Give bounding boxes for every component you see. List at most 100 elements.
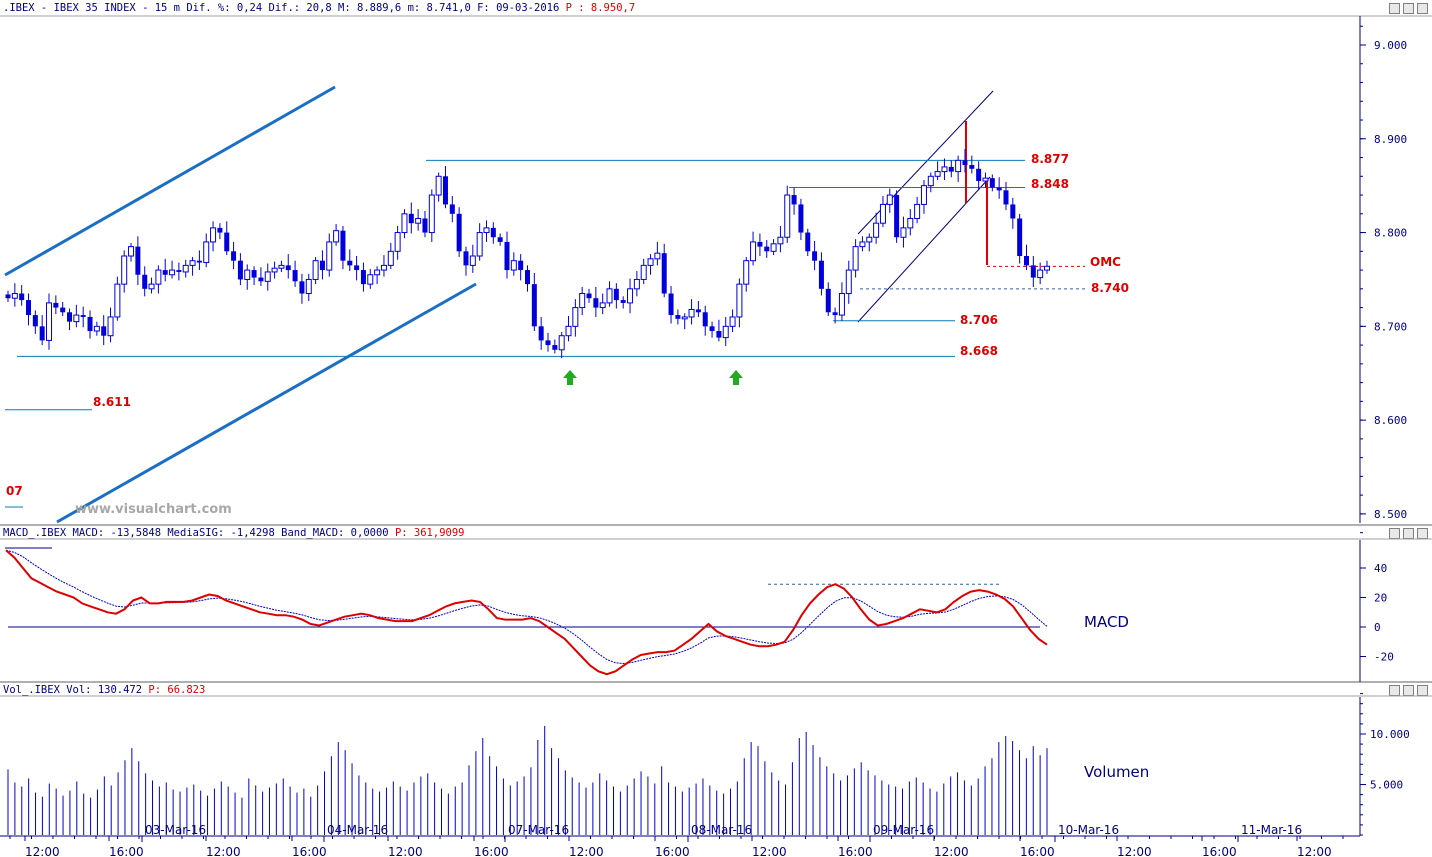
candle-body — [347, 260, 353, 266]
candle-body — [469, 255, 476, 266]
candle-body — [463, 251, 469, 266]
price-panel-header: .IBEX - IBEX 35 INDEX - 15 m Dif. %: 0,2… — [3, 2, 635, 14]
candle-body — [798, 204, 804, 233]
time-label: 12:00 — [1297, 845, 1332, 857]
candle-body — [620, 300, 626, 303]
candle-body — [955, 159, 962, 173]
candle-body — [504, 241, 510, 271]
candle-body — [879, 203, 886, 224]
candle-body — [394, 232, 401, 252]
minimize-icon[interactable] — [1389, 3, 1400, 14]
candle-body — [148, 283, 155, 290]
candle-body — [258, 277, 264, 282]
candle-body — [26, 300, 32, 316]
price-tick-label: 8.600 — [1374, 414, 1407, 427]
candle-body — [777, 236, 784, 245]
candle-body — [784, 194, 791, 238]
level-label: 8.611 — [93, 395, 131, 409]
candle-body — [114, 283, 121, 318]
candle-body — [531, 284, 537, 327]
time-label: 12:00 — [206, 845, 241, 857]
candle-body — [989, 178, 995, 188]
candle-body — [53, 302, 59, 308]
level-label: 8.877 — [1031, 152, 1069, 166]
price-tick-label: 8.800 — [1374, 227, 1407, 240]
candle-body — [374, 269, 381, 276]
signal-line — [5, 549, 1048, 665]
candle-body — [838, 293, 845, 316]
candle-body — [681, 316, 688, 320]
level-label: 07 — [6, 484, 23, 498]
candle-body — [886, 194, 893, 205]
candle-body — [538, 326, 544, 341]
candle-body — [428, 194, 435, 234]
macd-header-extra: P: 361,9099 — [394, 527, 465, 539]
candle-body — [770, 243, 777, 252]
candle-body — [354, 265, 360, 271]
candle-body — [312, 260, 319, 280]
candle-body — [812, 251, 818, 261]
time-label: 12:00 — [25, 845, 60, 857]
date-label: 09-Mar-16 — [873, 823, 934, 837]
date-label: 07-Mar-16 — [508, 823, 569, 837]
candle-body — [510, 260, 517, 271]
candle-body — [121, 255, 128, 285]
candle-body — [716, 331, 722, 338]
candle-body — [60, 307, 66, 313]
candle-body — [128, 246, 135, 257]
candle-body — [292, 270, 298, 282]
candle-body — [333, 230, 340, 243]
level-label: 8.740 — [1091, 281, 1129, 295]
candle-body — [1037, 269, 1044, 279]
candle-body — [401, 213, 408, 234]
candle-body — [244, 269, 251, 280]
macd-tick-label: 20 — [1374, 592, 1387, 605]
candle-body — [729, 316, 736, 327]
candle-body — [278, 264, 285, 269]
channel-upper-line — [857, 90, 994, 235]
candle-body — [818, 260, 824, 289]
level-label: 8.706 — [960, 313, 998, 327]
candle-body — [675, 315, 681, 319]
level-label: OMC — [1090, 255, 1121, 269]
candle-body — [996, 187, 1002, 191]
candle-body — [189, 260, 196, 266]
candle-body — [969, 165, 975, 169]
candle-body — [873, 222, 880, 238]
candle-body — [299, 281, 305, 294]
candle-body — [380, 264, 387, 271]
maximize-icon[interactable] — [1403, 3, 1414, 14]
candle-body — [593, 298, 599, 308]
candle-body — [934, 171, 941, 177]
candle-body — [709, 326, 715, 332]
candle-body — [224, 232, 230, 252]
candle-body — [271, 267, 278, 273]
candle-body — [32, 315, 38, 327]
candle-body — [558, 335, 565, 351]
watermark-text: www.visualchart.com — [75, 502, 232, 517]
volume-panel-header: Vol_.IBEX Vol: 130.472 P: 66.823 — [3, 684, 205, 696]
candle-body — [169, 269, 176, 276]
candle-body — [422, 218, 428, 233]
candle-body — [19, 293, 25, 301]
close-icon[interactable] — [1417, 3, 1428, 14]
candle-body — [668, 293, 674, 316]
candle-body — [736, 283, 743, 318]
candle-body — [845, 269, 852, 295]
candle-body — [476, 232, 483, 257]
price-header-extra: P : 8.950,7 — [565, 2, 636, 14]
candle-body — [579, 293, 586, 309]
time-label: 16:00 — [655, 845, 690, 857]
time-label: 12:00 — [569, 845, 604, 857]
level-label: 8.848 — [1031, 177, 1069, 191]
candle-body — [93, 325, 100, 332]
candle-body — [155, 269, 162, 285]
candle-body — [449, 204, 455, 214]
candle-body — [565, 325, 572, 337]
price-tick-label: 8.500 — [1374, 508, 1407, 521]
candle-body — [162, 270, 168, 275]
date-label: 03-Mar-16 — [145, 823, 206, 837]
candle-body — [572, 307, 579, 327]
candle-body — [518, 260, 524, 271]
